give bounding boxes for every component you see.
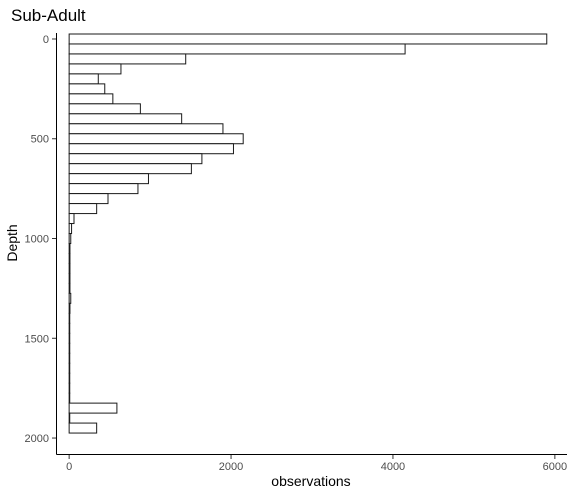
histogram-bar <box>68 203 98 215</box>
histogram-bar <box>68 312 71 324</box>
histogram-bar <box>68 133 244 145</box>
histogram-bar <box>68 392 71 404</box>
histogram-bar <box>68 43 406 55</box>
histogram-bar <box>68 352 71 364</box>
histogram-bar <box>68 332 71 344</box>
histogram-bar <box>68 63 122 75</box>
x-tick-label: 0 <box>66 461 72 473</box>
histogram-bar <box>68 163 192 175</box>
histogram-bar <box>68 243 71 254</box>
y-axis-title: Depth <box>4 224 20 261</box>
y-tick-label: 2000 <box>25 433 49 445</box>
histogram-bar <box>68 153 203 165</box>
histogram-bar <box>68 123 224 135</box>
histogram-bar <box>68 372 71 384</box>
histogram-bar <box>68 233 72 245</box>
histogram-bar <box>68 93 114 105</box>
histogram-bar <box>68 103 141 115</box>
histogram-bar <box>68 173 149 185</box>
histogram-bar <box>68 382 71 394</box>
histogram-bar <box>68 113 183 125</box>
histogram-bar <box>68 402 118 414</box>
x-axis-title: observations <box>271 473 350 489</box>
histogram-bar <box>68 362 71 374</box>
histogram-bar <box>68 193 109 205</box>
x-tick-label: 2000 <box>219 461 243 473</box>
y-tick-label: 1000 <box>25 234 49 246</box>
chart-title: Sub-Adult <box>11 6 86 25</box>
histogram-bar <box>68 223 73 235</box>
histogram-bar <box>68 143 234 155</box>
histogram-bar <box>68 53 187 65</box>
y-axis-ticks: 0 500 1000 1500 2000 <box>25 34 56 445</box>
x-axis-ticks: 0 2000 4000 6000 <box>66 455 567 473</box>
histogram-bar <box>68 282 71 294</box>
histogram-bar <box>68 272 71 284</box>
y-tick-label: 1500 <box>25 333 49 345</box>
histogram-bar <box>68 73 99 85</box>
bars-group <box>68 33 548 434</box>
histogram-bar <box>68 83 106 95</box>
histogram-bar <box>68 213 75 225</box>
histogram-bar <box>68 422 98 434</box>
x-tick-label: 4000 <box>381 461 405 473</box>
x-tick-label: 6000 <box>543 461 567 473</box>
histogram-bar <box>68 342 71 354</box>
histogram-bar <box>68 262 71 274</box>
histogram-bar <box>68 252 71 264</box>
histogram-bar <box>68 322 71 334</box>
histogram-bar <box>68 292 72 304</box>
histogram-bar <box>68 33 548 45</box>
y-tick-label: 500 <box>31 134 49 146</box>
y-tick-label: 0 <box>43 34 49 46</box>
histogram-bar <box>68 412 71 424</box>
histogram-bar <box>68 183 139 195</box>
histogram-bar <box>68 302 71 314</box>
